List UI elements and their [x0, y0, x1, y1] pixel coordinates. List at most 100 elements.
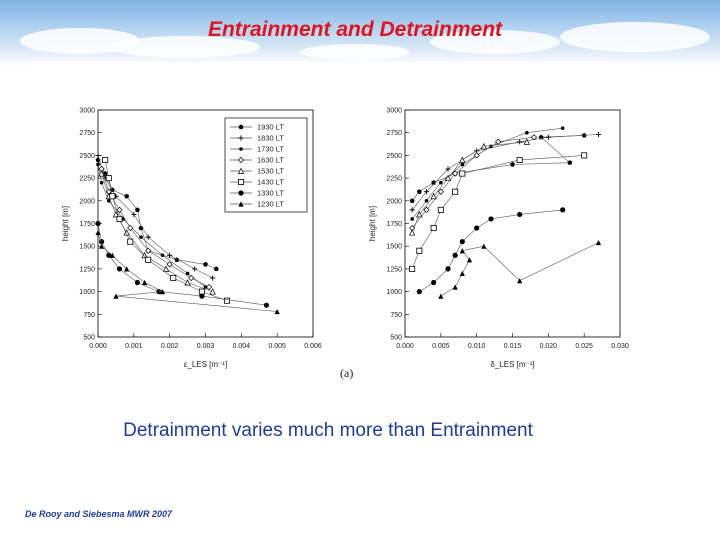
y-tick-label: 1000	[79, 289, 95, 296]
data-point	[459, 170, 466, 177]
header-rule	[30, 62, 642, 65]
legend-label: 1230 LT	[257, 200, 284, 209]
data-point	[439, 180, 443, 185]
data-point	[184, 279, 191, 286]
data-point	[409, 198, 415, 203]
data-point	[460, 162, 465, 167]
data-point	[517, 139, 523, 145]
data-point	[437, 188, 444, 195]
data-point	[145, 234, 151, 240]
x-tick-label: 0.000	[396, 343, 414, 350]
data-point	[517, 278, 523, 284]
cloud-decoration	[560, 22, 710, 52]
panel-label: (a)	[340, 366, 353, 380]
slide-title: Entrainment and Detrainment	[207, 18, 503, 41]
data-point	[102, 156, 109, 163]
data-point	[409, 265, 416, 272]
data-point	[199, 293, 205, 299]
data-point	[423, 206, 430, 213]
data-point	[452, 252, 458, 258]
legend-label: 1930 LT	[257, 123, 284, 132]
y-tick-label: 750	[83, 312, 95, 319]
data-point	[274, 308, 280, 315]
data-point	[488, 216, 494, 222]
x-tick-label: 0.025	[575, 343, 593, 350]
y-axis-label: height [m]	[368, 206, 377, 241]
data-point	[431, 180, 437, 185]
data-point	[516, 156, 523, 163]
data-point	[510, 161, 515, 167]
data-point	[106, 252, 112, 258]
data-point	[205, 283, 213, 291]
data-point	[167, 252, 173, 258]
data-point	[495, 138, 502, 145]
x-tick-label: 0.004	[233, 343, 251, 350]
data-point	[437, 206, 444, 213]
y-tick-label: 1500	[386, 244, 402, 251]
data-point	[138, 225, 144, 231]
data-point	[160, 253, 165, 258]
data-point	[209, 288, 216, 295]
data-point	[459, 156, 466, 163]
legend-label: 1530 LT	[257, 167, 284, 176]
cloud-decoration	[110, 36, 260, 58]
legend-label: 1730 LT	[257, 145, 284, 154]
y-tick-label: 3000	[386, 108, 402, 115]
cloud-decoration	[300, 44, 410, 60]
data-point	[98, 170, 105, 177]
series-line	[97, 155, 213, 279]
legend-marker	[238, 135, 244, 141]
data-point	[127, 238, 134, 245]
data-point	[112, 211, 120, 218]
citation: De Rooy and Siebesma MWR 2007	[25, 509, 173, 519]
y-tick-label: 2000	[386, 198, 402, 205]
y-tick-label: 500	[390, 335, 402, 342]
data-point	[145, 256, 152, 263]
data-point	[416, 247, 423, 254]
data-point	[166, 261, 173, 268]
cloud-decoration	[430, 30, 560, 54]
x-tick-label: 0.010	[468, 343, 486, 350]
data-point	[98, 243, 105, 249]
series-line	[97, 164, 206, 288]
legend-marker	[237, 156, 245, 164]
x-tick-label: 0.003	[197, 343, 215, 350]
data-point	[188, 274, 195, 282]
data-point	[116, 215, 123, 222]
data-point	[141, 251, 148, 259]
data-point	[203, 285, 208, 289]
legend-label: 1830 LT	[257, 134, 284, 143]
chart-panel: 500 750 1000 1250 1500 1750 2000 2250 2500 2750 30…	[58, 100, 638, 385]
legend-marker	[238, 124, 244, 130]
data-point	[474, 225, 480, 231]
header-band	[0, 0, 720, 66]
data-point	[445, 166, 451, 172]
data-point	[459, 248, 465, 254]
legend-label: 1630 LT	[257, 156, 284, 165]
data-point	[409, 229, 416, 236]
data-point	[431, 279, 437, 286]
legend-marker	[237, 167, 245, 174]
legend-marker	[238, 201, 244, 207]
plot-frame	[404, 109, 621, 338]
x-axis-label: δ_LES [m⁻¹]	[490, 360, 534, 369]
y-tick-label: 750	[390, 312, 402, 319]
data-point	[123, 229, 130, 236]
series-line	[419, 209, 563, 292]
x-tick-label: 0.020	[540, 343, 558, 350]
x-tick-label: 0.006	[304, 343, 322, 350]
x-tick-label: 0.005	[432, 343, 450, 350]
data-point	[438, 293, 444, 299]
legend-box	[224, 117, 308, 213]
y-tick-label: 1500	[79, 244, 95, 251]
data-point	[416, 289, 422, 295]
series-line	[440, 242, 599, 297]
data-point	[445, 266, 451, 272]
series-line	[97, 223, 267, 306]
data-point	[473, 152, 480, 159]
data-point	[95, 152, 101, 158]
data-point	[95, 229, 101, 236]
y-tick-label: 1750	[79, 221, 95, 228]
data-point	[424, 199, 429, 203]
data-point	[162, 265, 170, 272]
